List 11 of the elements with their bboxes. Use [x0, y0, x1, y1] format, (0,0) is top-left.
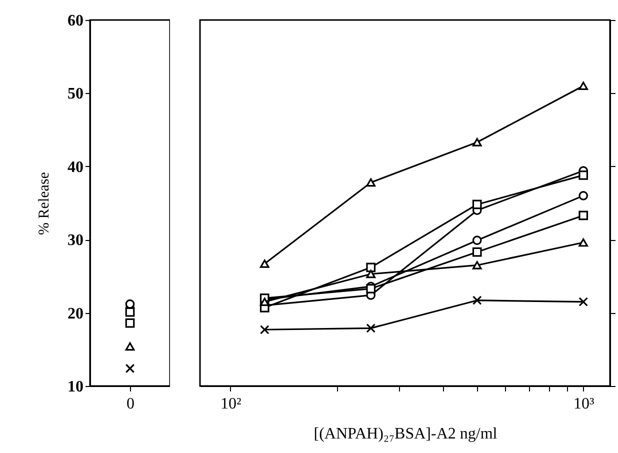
x-axis-title: [(ANPAH)₂₇BSA]-A2 ng/ml — [314, 426, 498, 442]
y-tick-label: 50 — [68, 86, 84, 103]
x-tick-label: 10³ — [573, 396, 594, 412]
x-tick-label: 10² — [220, 396, 242, 412]
y-tick-label: 40 — [68, 158, 84, 176]
y-tick-label: 30 — [68, 232, 84, 250]
x-tick-label: 0 — [126, 396, 134, 412]
y-tick-label: 10 — [68, 378, 84, 396]
y-axis-title: % Release — [36, 172, 52, 235]
y-tick-label: 60 — [68, 12, 84, 30]
y-tick-label: 20 — [68, 305, 84, 322]
